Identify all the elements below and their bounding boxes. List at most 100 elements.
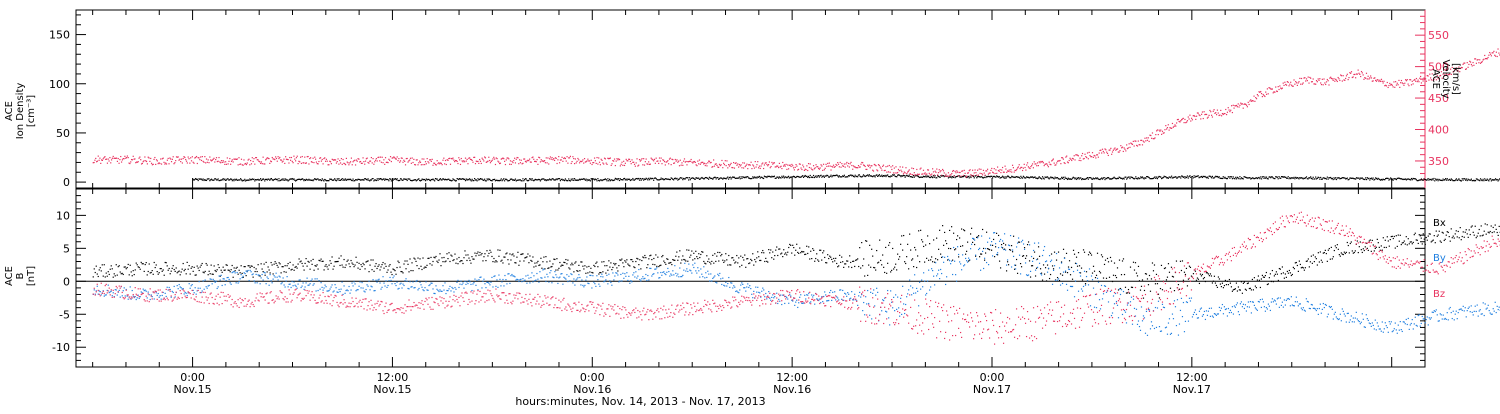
data-point [979, 173, 980, 174]
data-point [548, 163, 549, 164]
data-point [1237, 106, 1238, 107]
data-point [574, 178, 575, 179]
data-point [1365, 177, 1366, 178]
data-point [271, 161, 272, 162]
data-point [1263, 176, 1264, 177]
data-point [862, 176, 863, 177]
data-point [249, 164, 250, 165]
data-point [233, 161, 234, 162]
data-point [1212, 116, 1213, 117]
data-point [324, 157, 325, 158]
data-point [336, 162, 337, 163]
data-point [788, 168, 789, 169]
data-point [1490, 178, 1491, 179]
data-point [316, 162, 317, 163]
data-point [179, 159, 180, 160]
data-point [1261, 93, 1262, 94]
data-point [999, 176, 1000, 177]
data-point [442, 160, 443, 161]
data-point [870, 167, 871, 168]
data-point [180, 161, 181, 162]
data-point [469, 157, 470, 158]
data-point [642, 178, 643, 179]
data-point [208, 162, 209, 163]
data-point [260, 163, 261, 164]
data-point [1013, 167, 1014, 168]
data-point [226, 164, 227, 165]
data-point [633, 162, 634, 163]
data-point [372, 162, 373, 163]
data-point [975, 172, 976, 173]
data-point [452, 158, 453, 159]
data-point [958, 175, 959, 176]
data-point [1112, 151, 1113, 152]
data-point [199, 159, 200, 160]
data-point [787, 164, 788, 165]
data-point [953, 170, 954, 171]
data-point [144, 156, 145, 157]
data-point [638, 178, 639, 179]
data-point [445, 160, 446, 161]
data-point [846, 162, 847, 163]
data-point [1344, 80, 1345, 81]
data-point [717, 177, 718, 178]
data-point [315, 159, 316, 160]
data-point [1408, 85, 1409, 86]
data-point [523, 180, 524, 181]
data-point [1133, 141, 1134, 142]
data-point [342, 178, 343, 179]
data-point [1476, 63, 1477, 64]
data-point [434, 163, 435, 164]
data-point [1194, 116, 1195, 117]
data-point [399, 180, 400, 181]
data-point [1142, 176, 1143, 177]
data-point [1473, 65, 1474, 66]
data-point [276, 158, 277, 159]
data-point [1184, 119, 1185, 120]
data-point [692, 162, 693, 163]
data-point [1206, 114, 1207, 115]
data-point [175, 160, 176, 161]
data-point [422, 164, 423, 165]
data-point [533, 159, 534, 160]
data-point [1063, 159, 1064, 160]
data-point [321, 161, 322, 162]
data-point [643, 158, 644, 159]
data-point [1084, 158, 1085, 159]
data-point [231, 161, 232, 162]
data-point [207, 162, 208, 163]
data-point [636, 162, 637, 163]
data-point [1138, 140, 1139, 141]
data-point [330, 161, 331, 162]
data-point [213, 158, 214, 159]
data-point [730, 164, 731, 165]
data-point [1296, 82, 1297, 83]
data-point [1265, 92, 1266, 93]
data-point [168, 163, 169, 164]
data-point [344, 180, 345, 181]
data-point [767, 165, 768, 166]
data-point [943, 170, 944, 171]
data-point [201, 160, 202, 161]
data-point [1497, 48, 1498, 49]
data-point [716, 178, 717, 179]
data-point [1232, 178, 1233, 179]
data-point [900, 166, 901, 167]
data-point [904, 175, 905, 176]
data-point [790, 165, 791, 166]
data-point [650, 164, 651, 165]
data-point [1049, 162, 1050, 163]
data-point [293, 162, 294, 163]
data-point [1159, 131, 1160, 132]
data-point [1145, 178, 1146, 179]
data-point [744, 162, 745, 163]
data-point [404, 161, 405, 162]
data-point [1298, 178, 1299, 179]
data-point [420, 162, 421, 163]
data-point [808, 176, 809, 177]
data-point [994, 168, 995, 169]
data-point [893, 172, 894, 173]
data-point [208, 159, 209, 160]
data-point [1319, 78, 1320, 79]
data-point [591, 160, 592, 161]
